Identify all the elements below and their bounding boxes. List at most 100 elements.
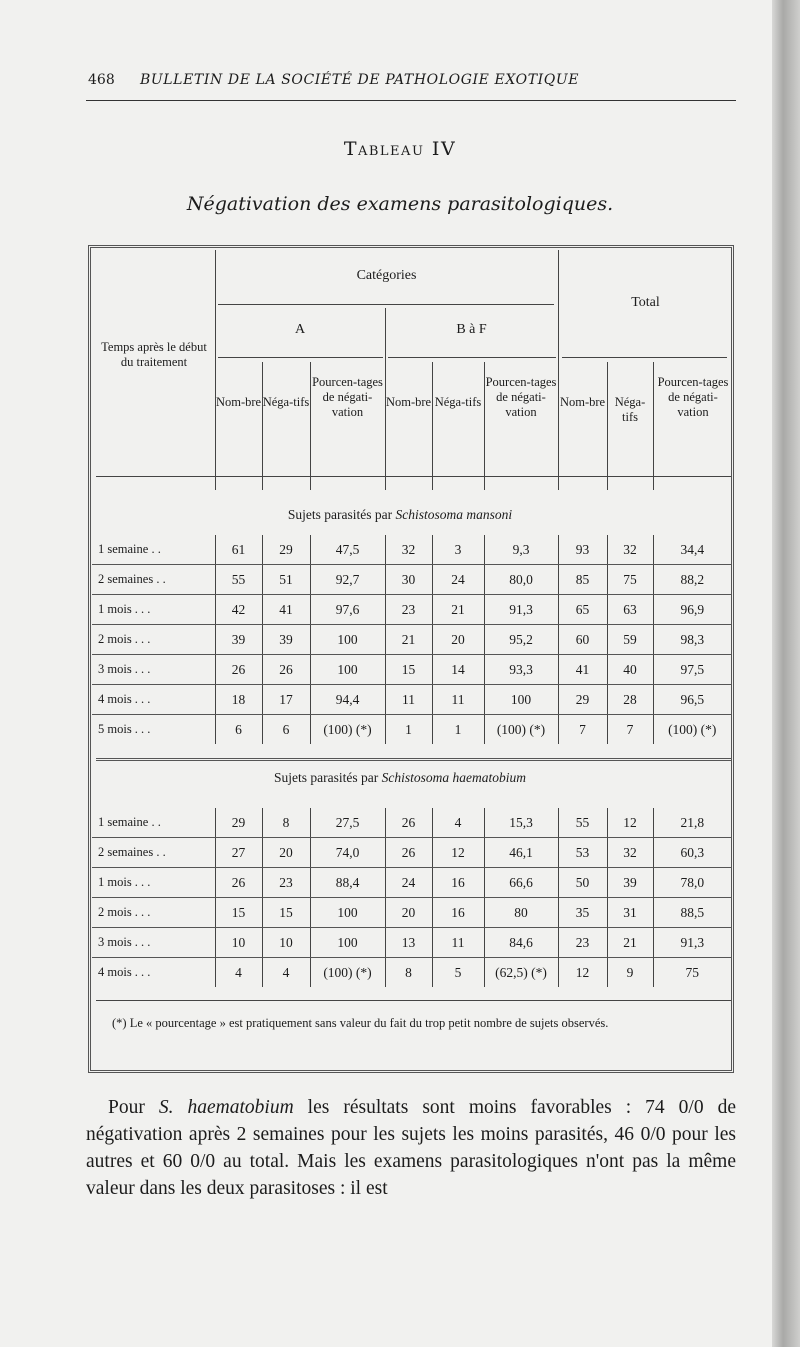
cell: 60,3: [652, 837, 731, 868]
cell: 95,2: [483, 624, 558, 655]
cell: 24: [384, 867, 432, 898]
cell: 32: [606, 535, 653, 565]
cell: 31: [606, 897, 653, 928]
cell: 29: [214, 808, 262, 838]
cell: 30: [384, 564, 432, 595]
cell: 16: [431, 867, 484, 898]
cell: 80: [483, 897, 558, 928]
table-row: 2 semaines . . 27 20 74,0 26 12 46,1 53 32 60,3: [92, 837, 731, 868]
cell: 9,3: [483, 535, 558, 565]
row-label: 4 mois . . .: [98, 965, 151, 979]
species-name: S. haematobium: [158, 1097, 294, 1118]
cell: 92,7: [309, 564, 385, 595]
cell: 42: [214, 594, 262, 625]
cell: 75: [652, 957, 731, 987]
cell: 32: [384, 535, 432, 565]
cell: 1: [384, 714, 432, 744]
cell: 88,5: [652, 897, 731, 928]
cell: 28: [606, 684, 653, 715]
row-label: 2 semaines . .: [92, 564, 215, 595]
header-pourcentage: Pourcen-tages de négati-vation: [485, 375, 557, 419]
cell: 61: [214, 535, 262, 565]
cell: (100) (*): [652, 714, 731, 744]
header-negatifs: Néga-tifs: [434, 395, 482, 409]
cell: 100: [309, 927, 385, 958]
cell: 41: [261, 594, 310, 625]
table-section-haematobium: 1 semaine . . 29 8 27,5 26 4 15,3 55 12 21,8 2 sem…: [92, 808, 731, 987]
table-frame: [88, 245, 734, 1073]
header-rule: [86, 100, 736, 101]
cell: 9: [606, 957, 653, 987]
section-prefix: Sujets parasités par: [274, 770, 379, 785]
header-negatifs: Néga-tifs: [614, 395, 646, 424]
table-section-mansoni: 1 semaine . . 61 29 47,5 32 3 9,3 93 32 34,4 2 sem…: [92, 535, 731, 744]
text: Pour: [108, 1097, 159, 1118]
section-prefix: Sujets parasités par: [287, 507, 393, 522]
cell: 50: [557, 867, 607, 898]
header-nombre: Nom-bre: [559, 395, 606, 409]
cell: 4: [431, 808, 484, 838]
header-categories: Catégories: [356, 268, 417, 283]
cell: 75: [606, 564, 653, 595]
cell: 26: [214, 867, 262, 898]
row-label: 2 semaines . .: [92, 837, 215, 868]
cell: 15: [214, 897, 262, 928]
header-pourcentage: Pourcen-tages de négati-vation: [657, 375, 729, 419]
cell: 96,5: [652, 684, 731, 715]
row-label: 3 mois . . .: [92, 654, 215, 685]
cell: 6: [214, 714, 262, 744]
cell: 100: [309, 624, 385, 655]
cell: 27,5: [309, 808, 385, 838]
cell: 55: [214, 564, 262, 595]
table-row: 2 mois . . . 15 15 100 20 16 80 35 31 88,5: [92, 897, 731, 928]
cell: 78,0: [652, 867, 731, 898]
row-label: 3 mois . . .: [92, 927, 215, 958]
cell: (100) (*): [483, 714, 558, 744]
cell: 97,6: [309, 594, 385, 625]
cell: 8: [384, 957, 432, 987]
row-label: 1 mois . . .: [92, 867, 215, 898]
cell: (100) (*): [309, 957, 385, 987]
header-negatifs: Néga-tifs: [262, 395, 310, 409]
cell: 41: [557, 654, 607, 685]
body-paragraph: Pour S. haematobium les résultats sont m…: [86, 1094, 736, 1202]
cell: 11: [384, 684, 432, 715]
header-total: Total: [631, 295, 660, 310]
cell: 47,5: [309, 535, 385, 565]
section-species: Schistosoma mansoni: [395, 507, 513, 522]
cell: 46,1: [483, 837, 558, 868]
row-label: 1 semaine . .: [92, 808, 215, 838]
cell: 55: [557, 808, 607, 838]
cell: 51: [261, 564, 310, 595]
header-pourcentage: Pourcen-tages de négati-vation: [312, 375, 383, 419]
cell: 7: [557, 714, 607, 744]
table-footnote: (*) Le « pourcentage » est pratiquement …: [112, 1016, 609, 1030]
cell: (62,5) (*): [483, 957, 558, 987]
journal-title: BULLETIN DE LA SOCIÉTÉ DE PATHOLOGIE EXO…: [140, 72, 580, 88]
table-subtitle: Négativation des examens parasitologique…: [186, 193, 614, 215]
cell: 98,3: [652, 624, 731, 655]
cell: 40: [606, 654, 653, 685]
cell: 8: [261, 808, 310, 838]
table-row: 4 mois . . . 4 4 (100) (*) 8 5 (62,5) (*) 12 9 75: [92, 957, 731, 987]
cell: 39: [606, 867, 653, 898]
row-label: 2 mois . . .: [92, 897, 215, 928]
cell: 80,0: [483, 564, 558, 595]
table-row: 3 mois . . . 26 26 100 15 14 93,3 41 40 97,5: [92, 654, 731, 685]
cell: 12: [606, 808, 653, 838]
cell: 10: [214, 927, 262, 958]
cell: 14: [431, 654, 484, 685]
cell: 29: [557, 684, 607, 715]
cell: 63: [606, 594, 653, 625]
cell: 20: [384, 897, 432, 928]
cell: 32: [606, 837, 653, 868]
cell: 91,3: [652, 927, 731, 958]
page-edge-shadow: [772, 0, 800, 1347]
header-group-b: B à F: [456, 322, 487, 337]
cell: 93: [557, 535, 607, 565]
row-label: 2 mois . . .: [92, 624, 215, 655]
cell: 10: [261, 927, 310, 958]
cell: 3: [431, 535, 484, 565]
cell: 20: [261, 837, 310, 868]
section-title-haematobium: Sujets parasités par Schistosoma haemato…: [0, 770, 800, 786]
